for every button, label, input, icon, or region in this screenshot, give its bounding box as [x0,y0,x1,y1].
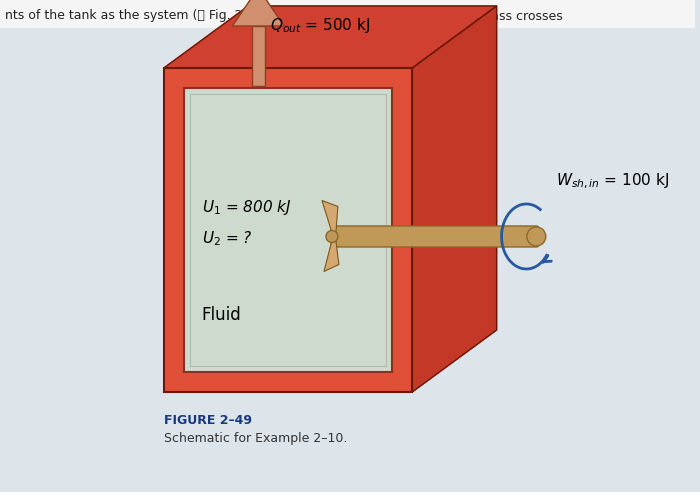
Circle shape [326,230,338,243]
Text: since no mass crosses: since no mass crosses [419,9,563,23]
Text: nts of the tank as the system (⧉ Fig. 2-49). This is a: nts of the tank as the system (⧉ Fig. 2-… [5,9,331,23]
Polygon shape [412,6,496,392]
Bar [183,88,392,372]
FancyBboxPatch shape [0,0,695,28]
Polygon shape [322,200,338,233]
Polygon shape [232,0,284,26]
Polygon shape [164,6,496,68]
FancyBboxPatch shape [331,226,539,247]
Circle shape [527,227,546,246]
Bar [190,94,386,366]
Text: Fluid: Fluid [202,306,242,324]
Text: $W_{sh,in}$ = 100 kJ: $W_{sh,in}$ = 100 kJ [556,172,669,191]
Bar [164,68,412,392]
Polygon shape [324,241,339,272]
Text: Schematic for Example 2–10.: Schematic for Example 2–10. [164,432,347,445]
Text: $Q_{out}$ = 500 kJ: $Q_{out}$ = 500 kJ [270,16,370,35]
Bar [252,26,265,86]
Text: $U_2$ = ?: $U_2$ = ? [202,229,252,248]
Text: closed system: closed system [337,9,427,23]
Text: FIGURE 2–49: FIGURE 2–49 [164,414,252,427]
Text: $U_1$ = 800 kJ: $U_1$ = 800 kJ [202,198,291,217]
